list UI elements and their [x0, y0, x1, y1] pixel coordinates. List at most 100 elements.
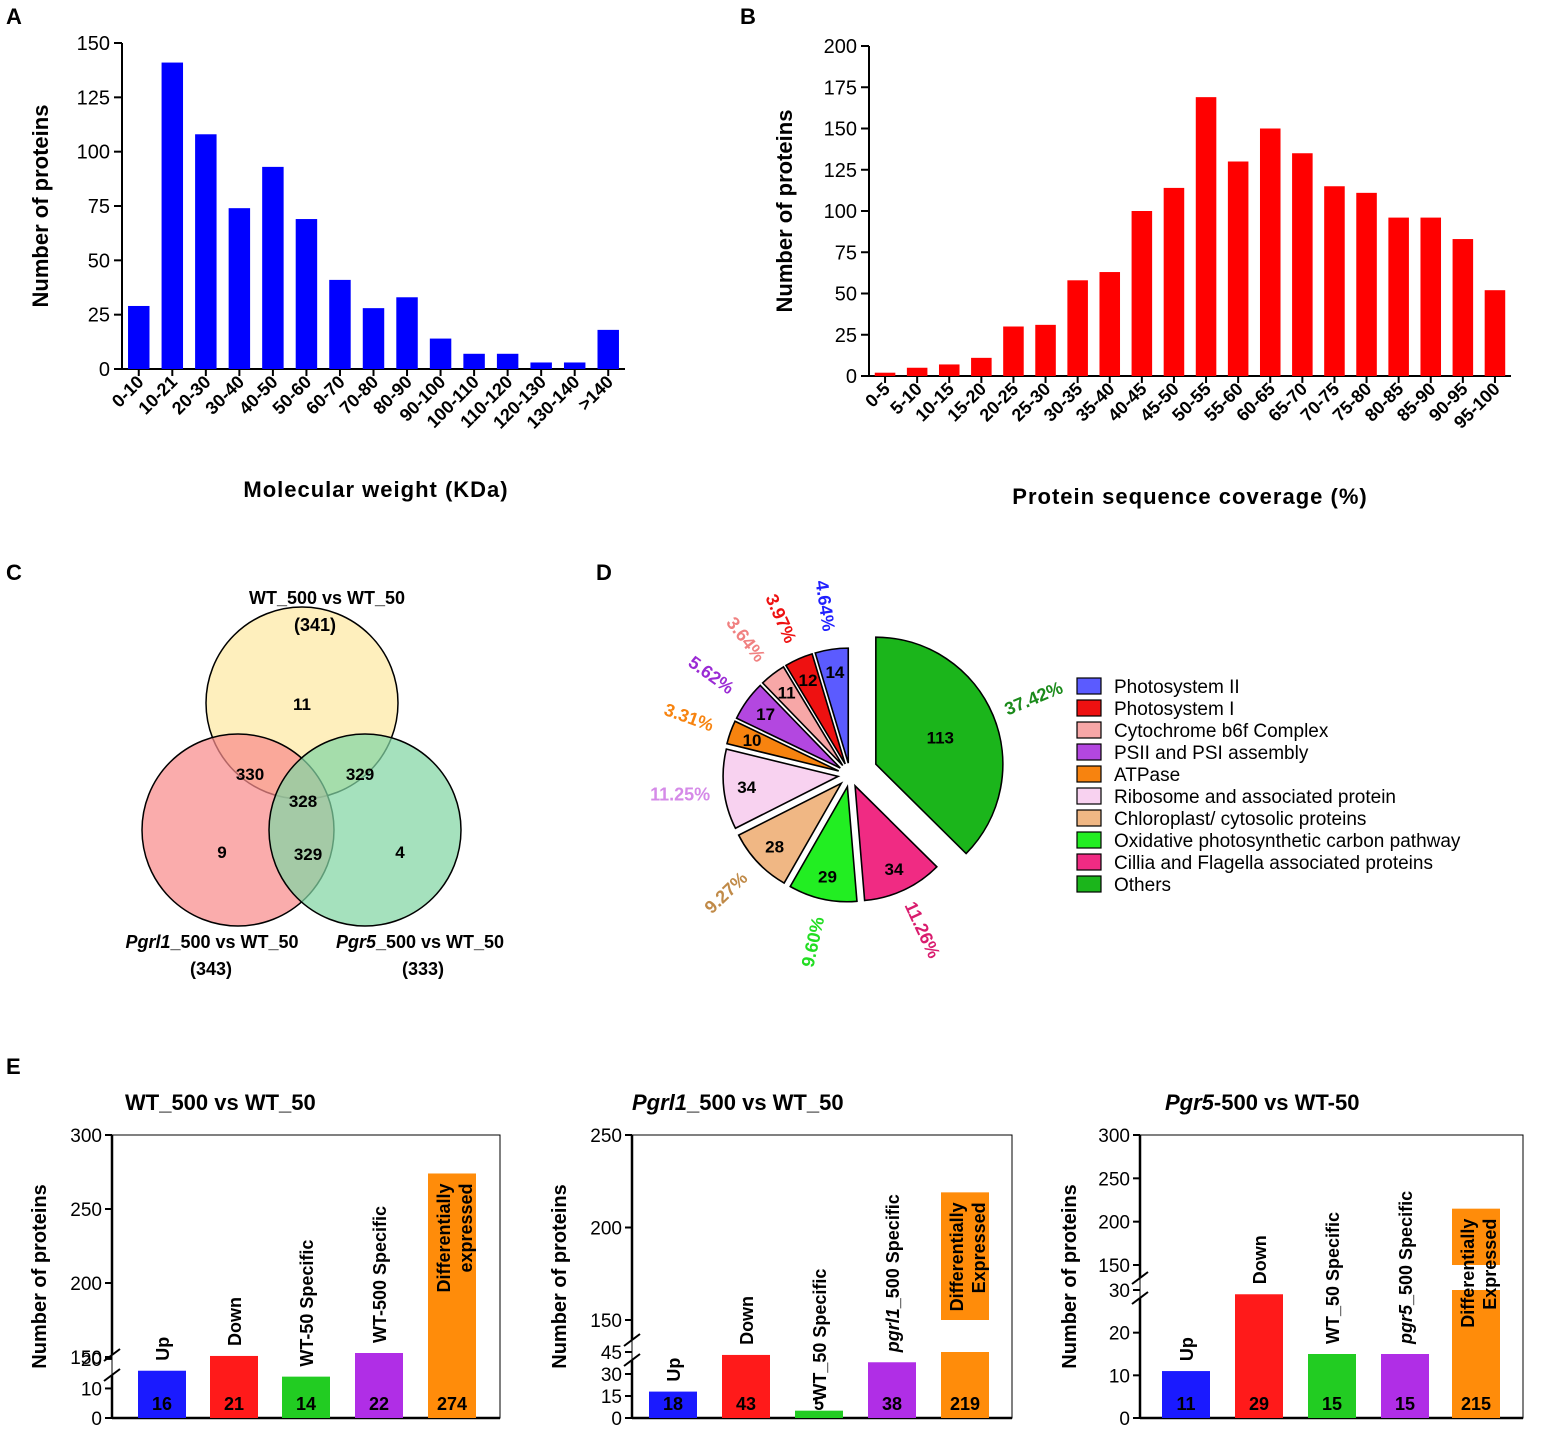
bar [128, 305, 150, 369]
bar [282, 1376, 330, 1418]
bar [1195, 97, 1217, 377]
y-tick-label: 50 [835, 284, 857, 306]
bar-value: 15 [1395, 1394, 1415, 1414]
y-axis-label: Number of proteins [549, 1184, 571, 1368]
bar-category-label-rest: WT_50 Specific [810, 1269, 830, 1401]
venn-set-2-name-italic: Pgrl1 [125, 932, 170, 952]
bar-category-label-italic: pgrl1 [883, 1308, 903, 1353]
y-tick-label: 200 [1098, 1213, 1130, 1234]
y-axis-label: Number of proteins [772, 110, 797, 313]
y-tick-label: 10 [1109, 1366, 1130, 1387]
bar-category-label: Down [1250, 1235, 1270, 1284]
venn-set-2-name-rest: _500 vs WT_50 [169, 932, 298, 952]
y-tick-label: 300 [1098, 1126, 1130, 1147]
panel-label-b: B [740, 4, 756, 29]
bar [496, 353, 519, 369]
pie-slice-value: 34 [737, 778, 756, 797]
legend-swatch [1076, 875, 1102, 893]
bar-lower-part [941, 1352, 989, 1418]
bar [1452, 239, 1474, 376]
chart-title-italic: Pgr5 [1165, 1090, 1215, 1115]
pie-slice-value: 14 [825, 663, 844, 682]
pie-slice [735, 684, 841, 769]
bar [429, 338, 452, 369]
venn-region-left-only: 9 [217, 843, 226, 862]
bar [329, 279, 351, 369]
bar-category-label-line: Expressed [969, 1202, 989, 1293]
y-tick-label: 150 [70, 1348, 102, 1369]
panel-label-d: D [596, 560, 612, 585]
legend-entry: Chloroplast/ cytosolic proteins [1114, 809, 1366, 830]
legend-entry: PSII and PSI assembly [1114, 743, 1309, 764]
pie-slice-value: 10 [743, 731, 762, 750]
y-tick-label: 0 [91, 1409, 102, 1430]
venn-set-1-name: WT_500 vs WT_50 [249, 588, 405, 608]
bar-value: 15 [1322, 1394, 1342, 1414]
bar-value: 16 [152, 1394, 172, 1414]
pie-slice [722, 748, 841, 830]
bar [210, 1355, 258, 1418]
bar-category-label: Differentially Expressed [1458, 1219, 1500, 1328]
venn-region-top-only: 11 [293, 695, 311, 714]
pie-slice-value: 12 [799, 671, 818, 690]
pie-slice-percent: 37.42% [1002, 677, 1066, 719]
bar-category-label: pgr5_500 Specific [1396, 1191, 1416, 1345]
legend-swatch [1076, 699, 1102, 717]
bar [463, 353, 485, 369]
y-axis-label: Number of proteins [1059, 1184, 1081, 1368]
pie-slice [737, 781, 844, 885]
chart-title-rest: WT_500 vs WT_50 [125, 1090, 316, 1115]
bar [1035, 324, 1056, 376]
legend-swatch [1076, 787, 1102, 805]
bar [1420, 217, 1442, 376]
y-tick-label: 250 [1098, 1169, 1130, 1190]
y-tick-label: 200 [590, 1219, 622, 1240]
y-tick-label: 20 [1109, 1324, 1130, 1345]
chart-title: Pgr5-500 vs WT-50 [1165, 1090, 1359, 1115]
x-axis-label: Protein sequence coverage (%) [1012, 484, 1367, 509]
y-tick-label: 150 [77, 33, 110, 55]
bar-category-label-line: Differentially [947, 1202, 967, 1311]
legend-entry: Ribosome and associated protein [1114, 787, 1396, 808]
bar-value: 22 [369, 1394, 389, 1414]
bar [396, 297, 418, 369]
bar [1308, 1354, 1356, 1418]
y-tick-label: 100 [77, 142, 110, 164]
bar-category-label: WT-500 Specific [370, 1206, 390, 1343]
pie-slice-value: 113 [927, 728, 954, 747]
bar-lower-part [428, 1353, 476, 1418]
y-tick-label: 125 [824, 160, 857, 182]
axis-break-mark [103, 1368, 121, 1382]
bar [597, 329, 619, 369]
pie-slice [789, 784, 858, 903]
pie-slice-percent: 3.31% [662, 699, 717, 735]
venn-set-2-count: (343) [190, 959, 232, 979]
legend-swatch [1076, 809, 1102, 827]
venn-region-right-only: 4 [395, 843, 405, 862]
bar-category-label: Up [1177, 1337, 1197, 1361]
bar-value: 38 [882, 1394, 902, 1414]
bar-category-label-rest: Up [1177, 1337, 1197, 1361]
venn-set-1-count: (341) [294, 615, 336, 635]
chart-a: 02550751001251500-1010-2120-3030-4040-50… [28, 33, 625, 502]
venn-diagram-c: 11 9 4 330 329 329 328 WT_500 vs WT_50 (341) Pgrl… [125, 588, 504, 979]
bar [868, 1362, 916, 1418]
bar [1235, 1294, 1283, 1418]
y-tick-label: 0 [1119, 1409, 1130, 1430]
legend-swatch [1076, 743, 1102, 761]
bar [1163, 187, 1185, 376]
pie-slice [875, 636, 1004, 855]
bar [1356, 192, 1377, 376]
y-tick-label: 20 [81, 1350, 102, 1371]
y-tick-label: 30 [601, 1365, 622, 1386]
bar-category-label: WT_50 Specific [1323, 1212, 1343, 1344]
pie-slice-percent: 3.64% [722, 613, 769, 666]
bar-value: 219 [950, 1394, 980, 1414]
bar-value: 29 [1249, 1394, 1269, 1414]
venn-region-all: 328 [289, 792, 317, 811]
bar-category-label: Up [664, 1358, 684, 1382]
pie-slice-value: 11 [778, 684, 796, 703]
bar [1067, 280, 1088, 376]
legend-swatch [1076, 765, 1102, 783]
